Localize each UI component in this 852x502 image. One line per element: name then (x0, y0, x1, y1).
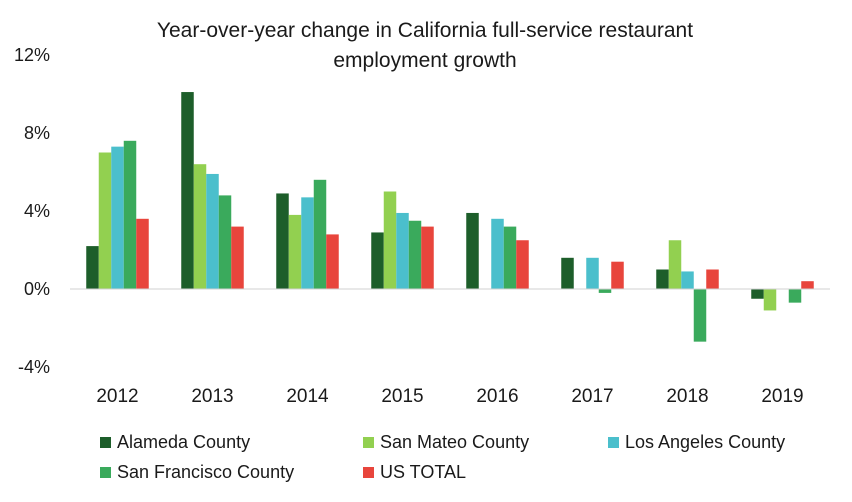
bar (288, 214, 302, 289)
bar (111, 146, 124, 289)
bar (218, 195, 232, 289)
bar (421, 226, 434, 289)
x-tick-label: 2013 (191, 386, 233, 407)
bar (706, 269, 719, 289)
bar (693, 289, 707, 342)
bar (301, 197, 314, 289)
legend-label: San Mateo County (380, 432, 530, 452)
legend-item: San Francisco County (100, 462, 294, 483)
legend-swatch (363, 437, 374, 448)
bar (206, 173, 219, 289)
legend-item: San Mateo County (363, 432, 529, 453)
x-tick-label: 2016 (476, 386, 518, 407)
bar (98, 152, 112, 289)
bar (668, 240, 682, 289)
x-tick-label: 2015 (381, 386, 423, 407)
bar (466, 212, 479, 289)
bar (231, 226, 244, 289)
bar (656, 269, 669, 289)
legend-label: Alameda County (117, 432, 251, 452)
legend-swatch (100, 467, 111, 478)
bar (123, 140, 137, 289)
x-tick-label: 2017 (571, 386, 613, 407)
y-tick-label: 12% (14, 45, 50, 65)
legend-label: US TOTAL (380, 462, 467, 482)
x-tick-label: 2018 (666, 386, 708, 407)
y-tick-label: 8% (24, 123, 50, 143)
bar (491, 218, 504, 289)
chart-title: Year-over-year change in California full… (156, 19, 694, 72)
bar (86, 246, 99, 289)
bar (371, 232, 384, 289)
x-tick-label: 2012 (96, 386, 138, 407)
bar-series-group (86, 92, 814, 342)
bar (181, 92, 194, 289)
bar (611, 261, 624, 289)
bar (383, 191, 397, 289)
bar (788, 289, 802, 303)
y-axis-ticks: 12% 8% 4% 0% -4% (14, 45, 50, 377)
bar (313, 179, 327, 289)
x-tick-label: 2019 (761, 386, 803, 407)
bar (396, 212, 409, 289)
bar (193, 164, 207, 289)
legend-item: US TOTAL (363, 462, 466, 483)
bar (751, 289, 764, 299)
x-axis-ticks: 2012 2013 2014 2015 2016 2017 2018 2019 (96, 386, 803, 407)
bar (503, 226, 517, 289)
bar (586, 257, 599, 289)
y-tick-label: 4% (24, 201, 50, 221)
legend-swatch (363, 467, 374, 478)
bar (561, 257, 574, 289)
legend-label: Los Angeles County (625, 432, 786, 452)
legend-item: Alameda County (100, 432, 250, 453)
bar (136, 218, 149, 289)
bar (408, 220, 422, 289)
bar (516, 240, 529, 289)
y-tick-label: -4% (18, 357, 50, 377)
bar (598, 289, 612, 293)
bar (276, 193, 289, 289)
legend-item: Los Angeles County (608, 432, 785, 453)
x-tick-label: 2014 (286, 386, 329, 407)
bar (326, 234, 339, 289)
legend-label: San Francisco County (117, 462, 295, 482)
bar (801, 281, 814, 289)
bar (681, 271, 694, 289)
bar (763, 289, 777, 311)
legend-swatch (608, 437, 619, 448)
y-tick-label: 0% (24, 279, 50, 299)
legend-swatch (100, 437, 111, 448)
